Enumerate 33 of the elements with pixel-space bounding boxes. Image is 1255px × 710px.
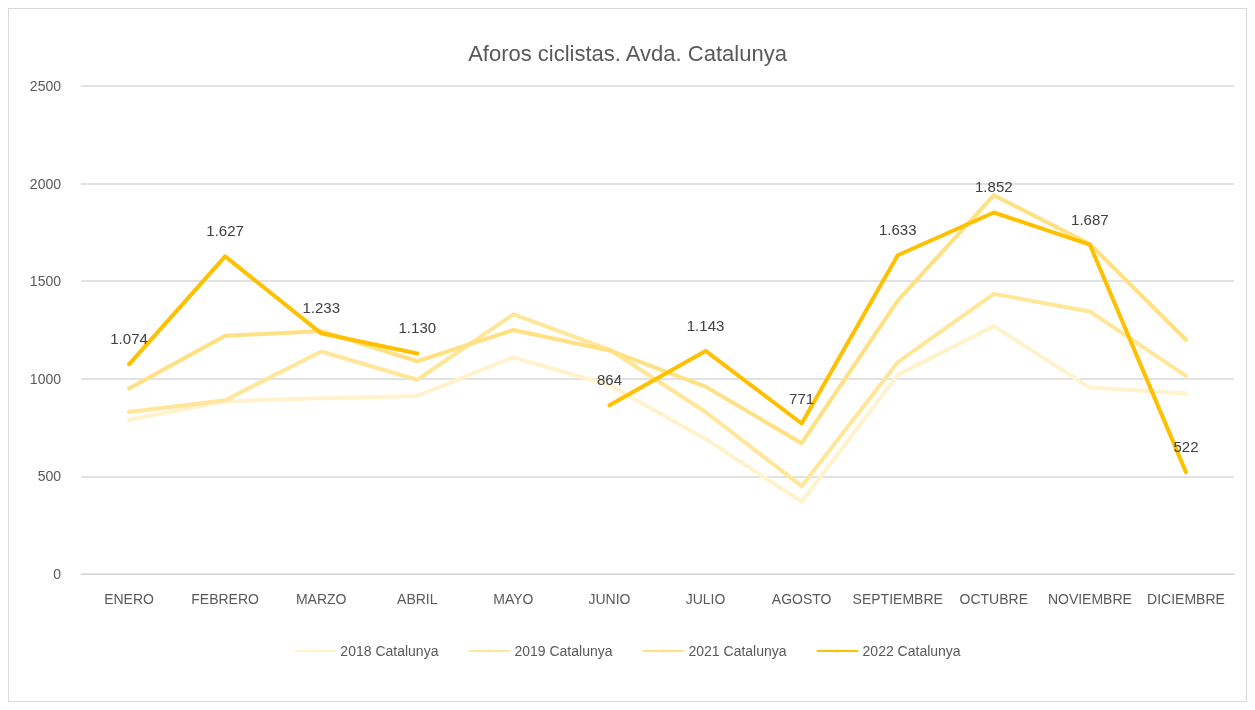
- x-tick-label: JULIO: [685, 591, 726, 607]
- legend-label: 2022 Catalunya: [862, 643, 961, 659]
- data-label: 1.233: [302, 299, 340, 317]
- y-tick-label: 1500: [29, 273, 62, 290]
- y-tick-label: 2000: [29, 175, 62, 192]
- x-tick-label: FEBRERO: [191, 591, 260, 607]
- chart-title: Aforos ciclistas. Avda. Catalunya: [468, 40, 788, 66]
- legend-label: 2019 Catalunya: [514, 643, 613, 659]
- x-tick-label: ABRIL: [397, 591, 438, 607]
- y-tick-label: 2500: [29, 78, 62, 94]
- x-tick-label: SEPTIEMBRE: [852, 591, 943, 607]
- x-tick-label: MARZO: [295, 591, 347, 607]
- x-tick-label: ENERO: [104, 591, 155, 607]
- x-tick-label: DICIEMBRE: [1147, 591, 1225, 607]
- data-label: 1.130: [398, 319, 437, 337]
- x-tick-label: MAYO: [493, 591, 534, 607]
- data-label: 1.074: [110, 330, 148, 348]
- data-label: 1.687: [1071, 210, 1109, 228]
- legend-label: 2021 Catalunya: [688, 643, 787, 659]
- data-label: 864: [596, 371, 622, 389]
- x-tick-label: NOVIEMBRE: [1047, 591, 1132, 607]
- x-tick-label: OCTUBRE: [959, 591, 1029, 607]
- data-label: 771: [789, 389, 815, 407]
- data-label: 1.633: [878, 221, 917, 239]
- data-label: 1.852: [975, 178, 1013, 196]
- x-tick-label: JUNIO: [588, 591, 631, 607]
- y-tick-label: 1000: [29, 370, 62, 387]
- data-label: 1.627: [206, 222, 244, 240]
- y-tick-label: 0: [53, 566, 62, 582]
- data-label: 1.143: [686, 316, 725, 334]
- y-tick-label: 500: [37, 468, 62, 485]
- legend-label: 2018 Catalunya: [340, 643, 439, 659]
- x-tick-label: AGOSTO: [771, 591, 832, 607]
